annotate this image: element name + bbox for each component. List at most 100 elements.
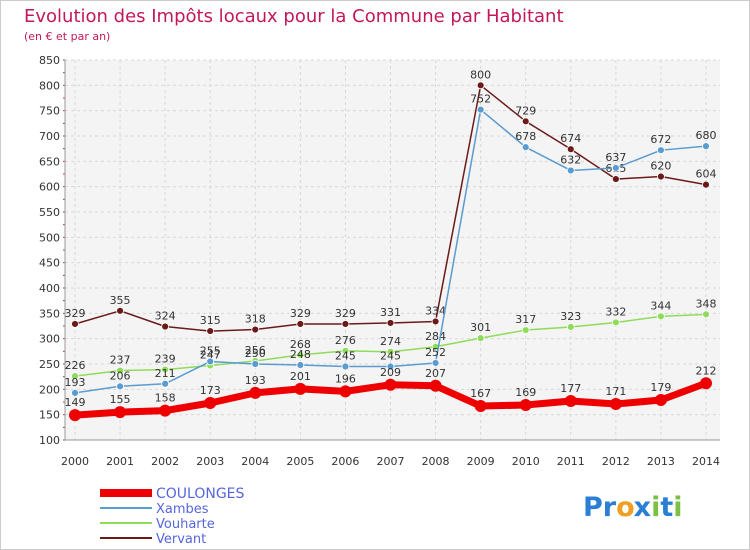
data-point-coulonges — [294, 382, 307, 395]
data-label-xambes: 632 — [560, 153, 581, 166]
data-label-vouharte: 284 — [425, 330, 446, 343]
data-label-vervant: 324 — [155, 310, 176, 323]
legend-label-coulonges: COULONGES — [156, 486, 245, 502]
data-label-xambes: 637 — [605, 151, 626, 164]
data-label-xambes: 680 — [696, 129, 717, 142]
data-point-xambes — [611, 164, 620, 172]
data-point-xambes — [116, 382, 124, 391]
data-label-vervant: 729 — [515, 104, 536, 117]
data-label-coulonges: 212 — [696, 364, 717, 377]
data-point-vervant — [251, 325, 260, 334]
data-label-vouharte: 226 — [65, 359, 86, 372]
y-tick-label: 250 — [39, 358, 60, 371]
data-label-vouharte: 247 — [200, 349, 221, 362]
y-tick-label: 100 — [39, 434, 60, 447]
data-label-coulonges: 173 — [200, 384, 221, 397]
y-tick-label: 200 — [39, 383, 60, 396]
y-tick-label: 850 — [39, 54, 60, 67]
x-tick-label: 2000 — [61, 455, 89, 468]
data-point-coulonges — [564, 394, 577, 407]
data-point-vouharte — [386, 347, 395, 356]
data-point-xambes — [431, 359, 440, 367]
data-label-vouharte: 274 — [380, 335, 401, 348]
data-point-xambes — [161, 379, 170, 388]
data-point-vouharte — [476, 334, 485, 343]
data-label-xambes: 752 — [470, 93, 491, 106]
y-tick-label: 700 — [39, 130, 60, 143]
data-label-xambes: 678 — [515, 130, 536, 143]
data-point-coulonges — [519, 399, 532, 412]
data-point-vouharte — [521, 326, 530, 334]
data-label-vervant: 355 — [110, 294, 131, 307]
data-point-vervant — [566, 145, 575, 154]
data-label-vervant: 674 — [560, 132, 581, 145]
x-tick-label: 2001 — [106, 455, 134, 468]
x-tick-label: 2006 — [331, 455, 359, 468]
data-label-vouharte: 256 — [245, 344, 266, 357]
data-label-xambes: 206 — [110, 369, 131, 382]
x-tick-label: 2004 — [241, 455, 269, 468]
data-point-coulonges — [609, 398, 622, 411]
data-point-vervant — [476, 81, 485, 90]
data-label-vervant: 800 — [470, 68, 491, 81]
data-point-xambes — [386, 362, 395, 371]
data-point-vervant — [206, 327, 215, 335]
data-label-coulonges: 149 — [65, 396, 86, 409]
data-point-coulonges — [654, 393, 667, 406]
series-layer: 3293553243153183293293313348007296746156… — [65, 68, 717, 422]
chart-title: Evolution des Impôts locaux pour la Comm… — [24, 6, 564, 27]
data-point-xambes — [71, 388, 79, 397]
data-point-vervant — [386, 319, 395, 327]
data-label-vervant: 315 — [200, 314, 221, 327]
data-label-xambes: 250 — [245, 347, 266, 360]
data-point-coulonges — [384, 378, 397, 391]
data-label-coulonges: 169 — [515, 386, 536, 399]
data-point-coulonges — [204, 397, 217, 410]
data-label-coulonges: 196 — [335, 372, 356, 385]
y-tick-label: 400 — [39, 282, 60, 295]
data-label-xambes: 672 — [650, 133, 671, 146]
y-tick-label: 150 — [39, 409, 60, 422]
y-tick-label: 450 — [39, 257, 60, 270]
data-point-xambes — [702, 142, 710, 151]
data-label-vouharte: 237 — [110, 354, 131, 367]
x-tick-label: 2010 — [512, 455, 540, 468]
data-point-xambes — [251, 360, 260, 368]
data-point-coulonges — [474, 400, 487, 413]
y-tick-label: 350 — [39, 307, 60, 320]
data-label-vervant: 329 — [290, 307, 311, 320]
data-label-vouharte: 276 — [335, 334, 356, 347]
data-point-vervant — [296, 320, 305, 328]
data-label-xambes: 193 — [65, 376, 86, 389]
y-tick-label: 500 — [39, 231, 60, 244]
data-label-vouharte: 323 — [560, 310, 581, 323]
data-point-vouharte — [702, 310, 710, 319]
data-point-xambes — [206, 357, 215, 366]
data-label-coulonges: 155 — [110, 393, 131, 406]
data-label-coulonges: 193 — [245, 374, 266, 387]
data-point-coulonges — [114, 406, 127, 419]
grid-lines — [65, 59, 720, 441]
data-label-xambes: 245 — [380, 350, 401, 363]
logo-text: Proxiti — [583, 492, 683, 523]
data-point-vervant — [657, 172, 665, 181]
data-point-vervant — [71, 320, 79, 328]
data-label-vervant: 331 — [380, 306, 401, 319]
x-tick-label: 2009 — [467, 455, 495, 468]
data-point-vouharte — [657, 312, 665, 321]
x-tick-label: 2008 — [422, 455, 450, 468]
data-label-vervant: 318 — [245, 313, 266, 326]
data-label-vouharte: 317 — [515, 313, 536, 326]
data-point-coulonges — [700, 377, 712, 390]
y-tick-label: 300 — [39, 333, 60, 346]
data-label-coulonges: 201 — [290, 370, 311, 383]
data-point-coulonges — [159, 404, 172, 417]
data-label-vervant: 329 — [335, 307, 356, 320]
proxiti-logo: Proxiti — [583, 492, 683, 523]
data-label-coulonges: 171 — [605, 385, 626, 398]
data-label-vouharte: 332 — [605, 305, 626, 318]
data-label-coulonges: 167 — [470, 387, 491, 400]
data-label-xambes: 252 — [425, 346, 446, 359]
